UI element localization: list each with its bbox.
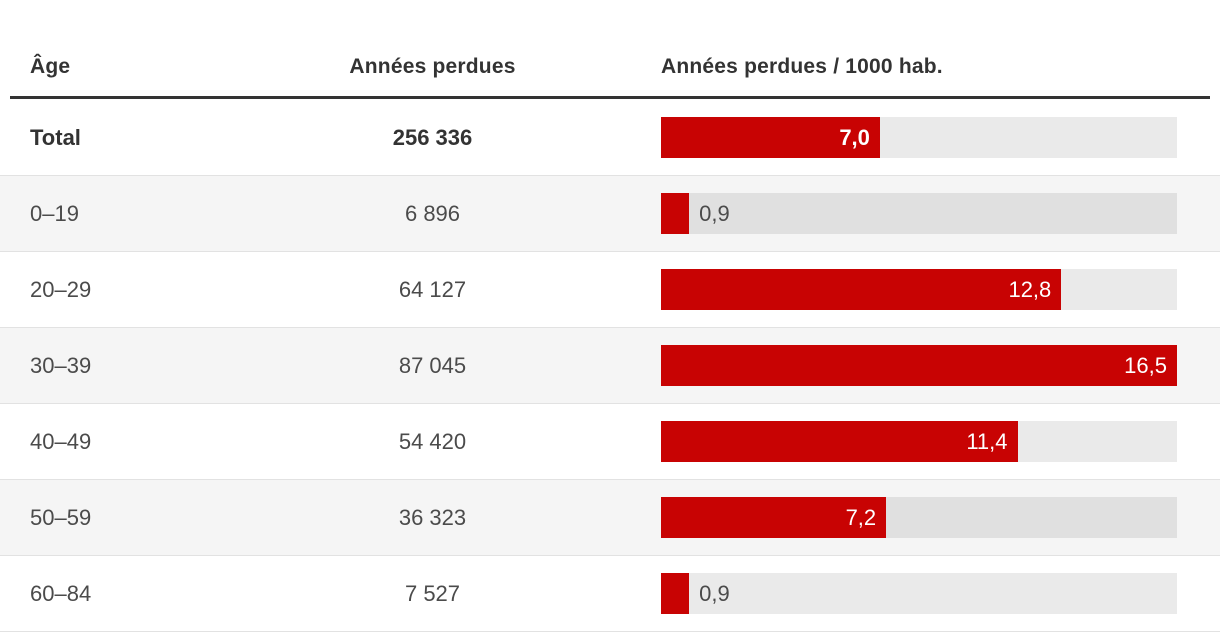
- rate-bar-cell: 0,9 0,9: [535, 193, 1220, 234]
- bar-fill: 7,0: [661, 117, 880, 158]
- bar-track: 7,0 7,0: [661, 117, 1177, 158]
- years-lost-value: 87 045: [398, 352, 467, 378]
- bar-value-label: 12,8: [1008, 276, 1052, 302]
- bar-track: 12,8 12,8: [661, 269, 1177, 310]
- age-label: 40–49: [30, 428, 92, 454]
- table-row: 50–59 36 323 7,2 7,2: [0, 480, 1220, 556]
- table-row: 0–19 6 896 0,9 0,9: [0, 176, 1220, 252]
- bar-value-label-outside: 0,9: [699, 580, 730, 606]
- rate-bar-cell: 7,0 7,0: [535, 117, 1220, 158]
- rate-bar-cell: 16,5 16,5: [535, 345, 1220, 386]
- age-label: 20–29: [30, 276, 92, 302]
- table-row: 20–29 64 127 12,8 12,8: [0, 252, 1220, 328]
- rate-bar-cell: 12,8 12,8: [535, 269, 1220, 310]
- age-label: Total: [30, 124, 81, 150]
- rate-bar-cell: 7,2 7,2: [535, 497, 1220, 538]
- bar-track: 16,5 16,5: [661, 345, 1177, 386]
- bar-fill: 0,9: [661, 193, 690, 234]
- bar-track: 7,2 7,2: [661, 497, 1177, 538]
- age-label: 30–39: [30, 352, 92, 378]
- bar-fill: 12,8: [661, 269, 1062, 310]
- bar-value-label: 7,0: [839, 124, 870, 150]
- header-divider: [10, 96, 1210, 99]
- bar-fill: 11,4: [661, 421, 1018, 462]
- age-label: 60–84: [30, 580, 92, 606]
- table-row: 30–39 87 045 16,5 16,5: [0, 328, 1220, 404]
- age-label: 50–59: [30, 504, 92, 530]
- table-row: 60–84 7 527 0,9 0,9: [0, 556, 1220, 632]
- bar-value-label: 11,4: [966, 428, 1008, 454]
- header-col-years-lost: Années perdues: [349, 55, 516, 78]
- bar-track: 0,9 0,9: [661, 193, 1177, 234]
- bar-fill: 7,2: [661, 497, 887, 538]
- table-row-total: Total 256 336 7,0 7,0: [0, 100, 1220, 176]
- bar-value-label: 7,2: [845, 504, 877, 530]
- table-header: Âge Années perdues Années perdues / 1000…: [0, 0, 1220, 96]
- years-lost-value: 7 527: [404, 580, 461, 606]
- bar-fill: 0,9: [661, 573, 690, 614]
- bar-track: 11,4 11,4: [661, 421, 1177, 462]
- header-col-age: Âge: [30, 55, 71, 78]
- years-lost-value: 54 420: [398, 428, 467, 454]
- table-body: Total 256 336 7,0 7,0 0–19 6 896 0,9: [0, 100, 1220, 632]
- rate-bar-cell: 0,9 0,9: [535, 573, 1220, 614]
- age-label: 0–19: [30, 200, 79, 226]
- bar-fill: 16,5: [661, 345, 1177, 386]
- rate-bar-cell: 11,4 11,4: [535, 421, 1220, 462]
- bar-value-label: 16,5: [1124, 352, 1167, 378]
- years-lost-value: 256 336: [392, 124, 473, 150]
- header-col-rate-per-1000: Années perdues / 1000 hab.: [661, 55, 943, 78]
- years-lost-value: 36 323: [398, 504, 467, 530]
- table-row: 40–49 54 420 11,4 11,4: [0, 404, 1220, 480]
- years-lost-value: 6 896: [404, 200, 461, 226]
- bar-track: 0,9 0,9: [661, 573, 1177, 614]
- bar-value-label-outside: 0,9: [699, 200, 730, 226]
- years-lost-value: 64 127: [398, 276, 467, 302]
